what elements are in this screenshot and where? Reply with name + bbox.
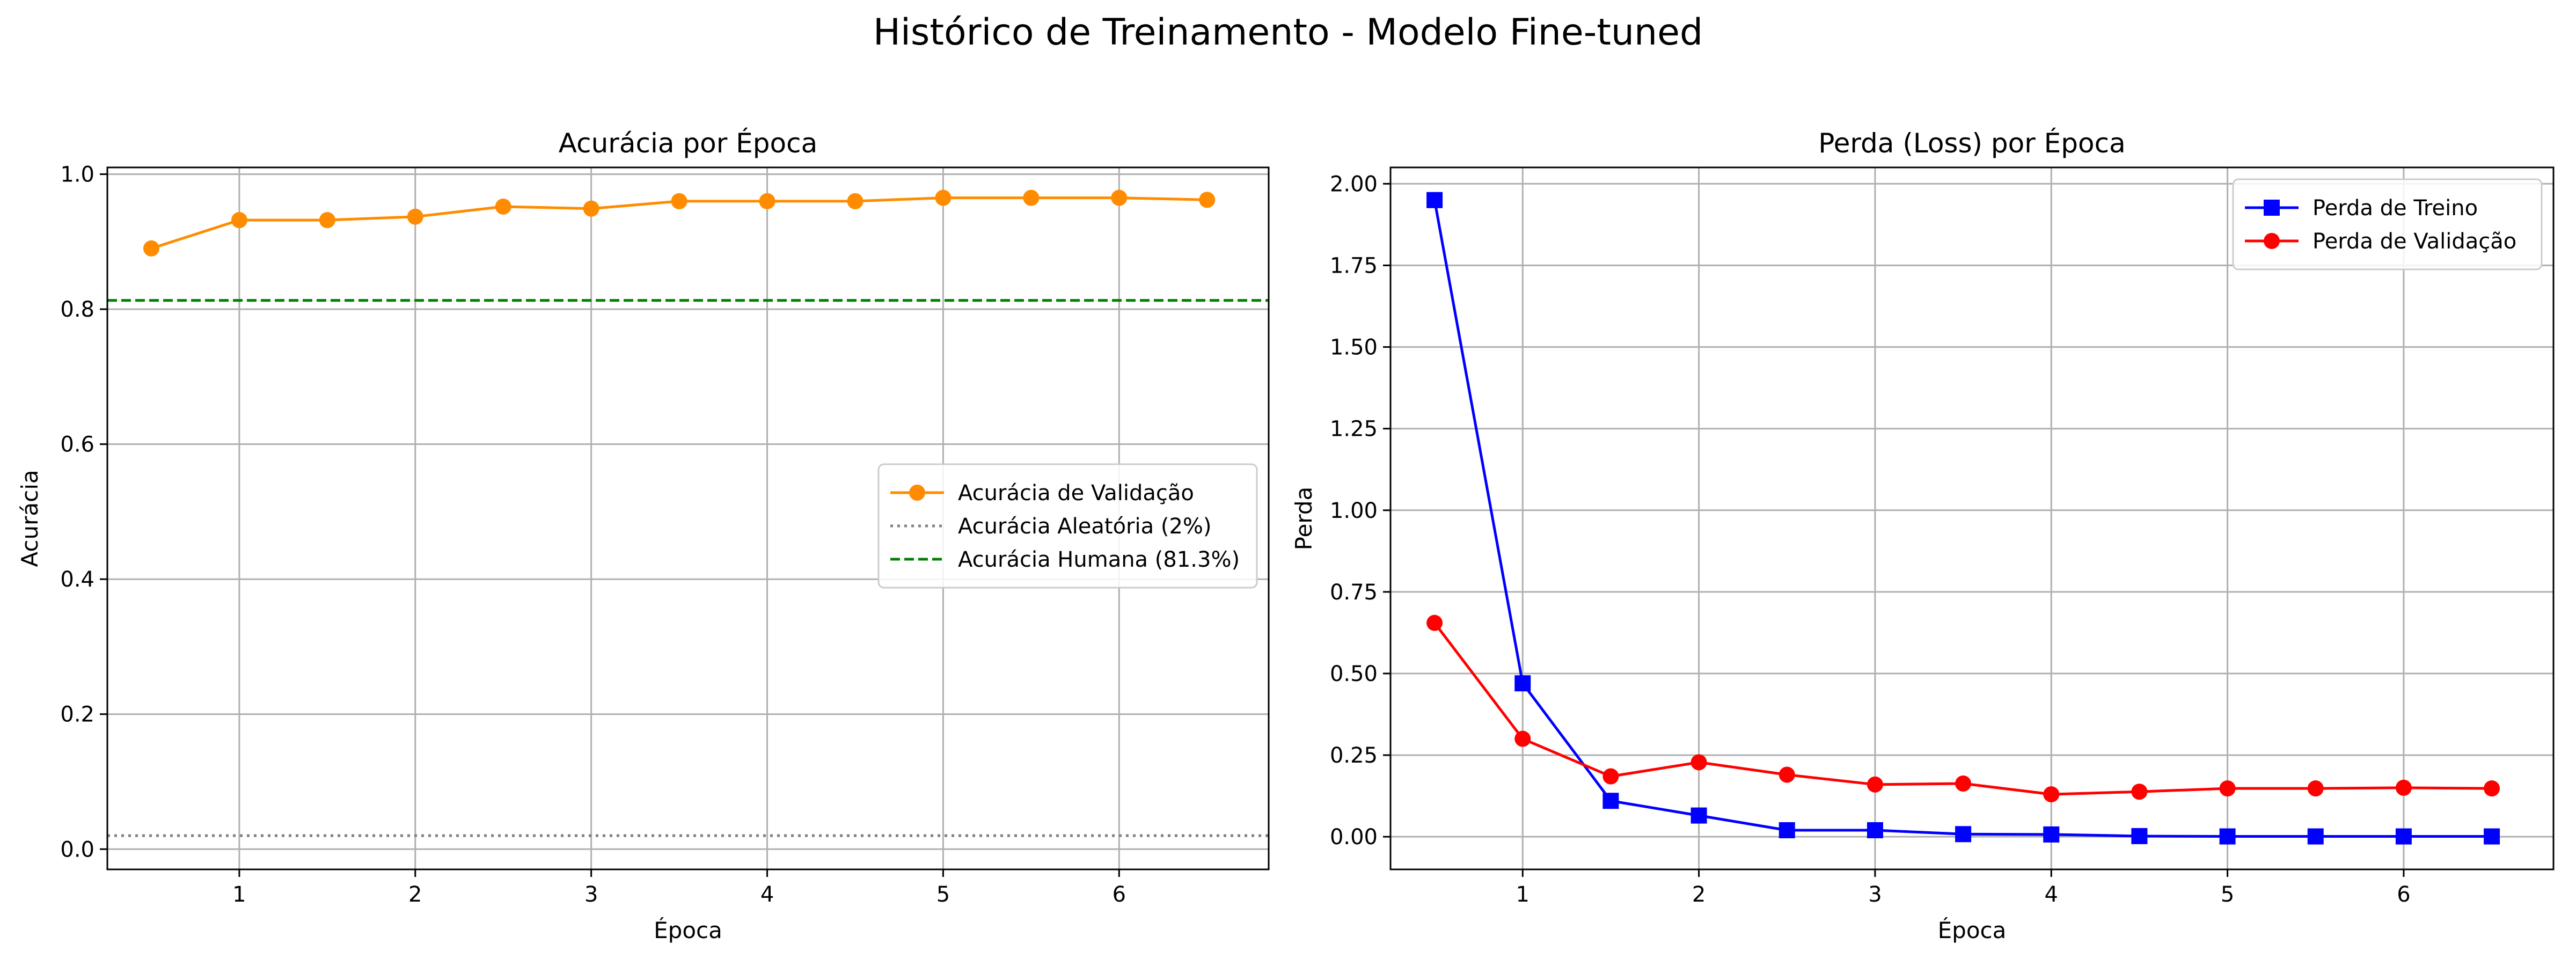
p1-x-axis-label: Época — [1938, 917, 2007, 943]
p0-y-tick-label: 0.6 — [60, 433, 94, 457]
p1-series-1-point-7 — [2043, 786, 2060, 803]
p1-series-0-point-7 — [2043, 826, 2060, 843]
figure-suptitle: Histórico de Treinamento - Modelo Fine-t… — [873, 11, 1703, 54]
p1-series-1-point-10 — [2307, 780, 2324, 797]
p1-x-tick-label: 4 — [2045, 882, 2058, 907]
p1-legend-marker-0 — [2264, 200, 2280, 216]
p0-x-tick-label: 6 — [1113, 882, 1126, 907]
p1-series-0-point-2 — [1602, 793, 1619, 809]
p1-series-0-point-10 — [2307, 828, 2324, 845]
p1-y-tick-label: 0.75 — [1330, 580, 1378, 605]
p1-legend-label-1: Perda de Validação — [2312, 229, 2516, 254]
p1-series-0-point-11 — [2395, 828, 2412, 845]
p1-chart-title: Perda (Loss) por Época — [1818, 127, 2126, 159]
p1-series-1-point-12 — [2484, 780, 2500, 797]
p0-legend-label-0: Acurácia de Validação — [958, 481, 1194, 506]
p1-series-0-point-1 — [1514, 675, 1531, 692]
p0-series-0-point-10 — [1023, 189, 1040, 206]
p1-y-tick-label: 0.00 — [1330, 825, 1378, 850]
p1-series-1-point-9 — [2219, 780, 2236, 797]
p0-x-axis-label: Época — [654, 917, 722, 943]
p0-series-0-point-1 — [231, 212, 247, 229]
p1-series-1-point-4 — [1779, 766, 1795, 783]
p0-legend: Acurácia de Validação Acurácia Aleatória … — [877, 463, 1258, 589]
p1-x-tick-label: 3 — [1868, 882, 1882, 907]
p0-series-0-point-6 — [671, 193, 687, 209]
p0-series-0-point-11 — [1111, 189, 1128, 206]
p1-y-axis-label: Perda — [1291, 487, 1317, 551]
p0-y-tick-label: 0.0 — [60, 837, 94, 862]
p0-series-0-point-8 — [847, 193, 863, 209]
accuracy-panel: 1 2 3 4 5 6 0.0 0.2 0.4 0.6 0.8 1.0 Acurácia por Épo… — [17, 127, 1270, 943]
p0-series-0-point-12 — [1199, 192, 1216, 208]
p0-x-tick-label: 5 — [936, 882, 950, 907]
p1-series-0-point-5 — [1867, 822, 1883, 838]
p0-x-tick-label: 4 — [760, 882, 774, 907]
p1-y-tick-label: 1.75 — [1330, 254, 1378, 279]
p1-x-tick-label: 6 — [2397, 882, 2410, 907]
p1-legend-box — [2232, 178, 2543, 270]
loss-panel: 1 2 3 4 5 6 0.00 0.25 0.50 0.75 1.00 1.25 1.50 1.75 2.… — [1291, 127, 2555, 943]
p0-series-0-point-7 — [759, 193, 775, 209]
p1-legend-marker-1 — [2264, 233, 2280, 249]
p1-x-tick-label: 2 — [1692, 882, 1706, 907]
p1-series-0-point-6 — [1955, 826, 1972, 843]
p1-series-1-point-3 — [1690, 754, 1707, 771]
p1-series-0-point-12 — [2484, 828, 2500, 845]
p1-series-1-point-1 — [1514, 730, 1531, 747]
p1-legend: Perda de Treino Perda de Validação — [2232, 178, 2543, 270]
p0-x-tick-label: 2 — [408, 882, 422, 907]
p0-series-0-point-2 — [319, 212, 335, 229]
p0-y-tick-label: 1.0 — [60, 163, 94, 187]
p1-series-0-point-0 — [1426, 192, 1443, 208]
p0-series-0-point-5 — [583, 200, 599, 217]
p1-series-1-point-11 — [2395, 779, 2412, 796]
p1-y-tick-label: 1.50 — [1330, 335, 1378, 360]
p0-y-axis-label: Acurácia — [17, 470, 43, 567]
p1-series-1-point-0 — [1426, 614, 1443, 631]
p1-series-1-point-6 — [1955, 775, 1972, 792]
p1-series-1-point-8 — [2131, 784, 2148, 800]
p0-series-0-point-3 — [407, 208, 423, 225]
p0-x-tick-label: 3 — [584, 882, 598, 907]
p0-y-tick-label: 0.4 — [60, 567, 94, 592]
p1-series-0-point-8 — [2131, 828, 2148, 844]
p0-y-tick-label: 0.2 — [60, 702, 94, 727]
p1-series-1-point-2 — [1602, 768, 1619, 785]
p0-series-0-point-0 — [143, 240, 159, 257]
p0-plot-frame — [106, 166, 1270, 870]
p0-chart-title: Acurácia por Época — [559, 127, 817, 159]
p1-y-tick-label: 0.25 — [1330, 743, 1378, 768]
p1-plot-frame — [1389, 166, 2555, 870]
p0-series-0-point-4 — [495, 198, 511, 215]
p0-y-tick-label: 0.8 — [60, 297, 94, 322]
p1-series-0-point-9 — [2219, 828, 2236, 845]
p1-series-1-point-5 — [1867, 776, 1883, 793]
p1-legend-label-0: Perda de Treino — [2312, 196, 2478, 221]
p1-y-tick-label: 2.00 — [1330, 172, 1378, 196]
p0-legend-label-1: Acurácia Aleatória (2%) — [958, 514, 1212, 539]
p1-y-tick-label: 1.25 — [1330, 417, 1378, 442]
p0-x-tick-label: 1 — [232, 882, 246, 907]
p0-series-0-point-9 — [935, 189, 952, 206]
p1-x-tick-label: 1 — [1516, 882, 1529, 907]
p0-legend-label-2: Acurácia Humana (81.3%) — [958, 547, 1240, 572]
p1-y-tick-label: 1.00 — [1330, 499, 1378, 523]
p0-legend-box — [877, 463, 1258, 589]
p0-legend-marker-0 — [909, 485, 925, 501]
p1-series-0-point-3 — [1690, 807, 1707, 824]
p1-y-tick-label: 0.50 — [1330, 662, 1378, 686]
p1-series-0-point-4 — [1779, 822, 1795, 838]
p1-x-tick-label: 5 — [2221, 882, 2234, 907]
